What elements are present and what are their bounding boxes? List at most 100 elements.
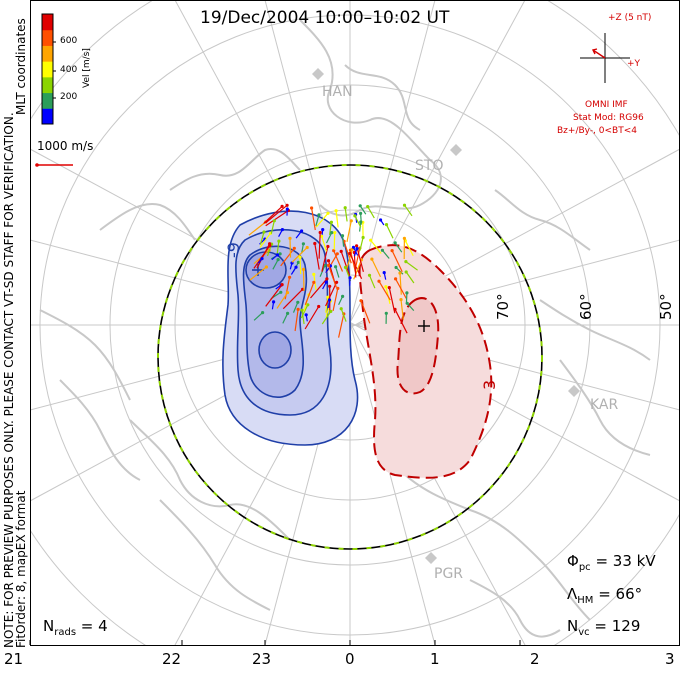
velocity-vector (272, 259, 279, 270)
vector-count: Nvc = 129 (567, 617, 640, 638)
velocity-vector-origin (351, 245, 356, 249)
velocity-vector-origin (285, 203, 289, 207)
velocity-vector (299, 257, 302, 275)
latitude-70: 70° (494, 293, 512, 320)
contour-label-positive: 3 (480, 379, 499, 390)
velocity-vector (332, 288, 339, 312)
velocity-vector-origin (288, 275, 292, 279)
velocity-vector (265, 210, 289, 227)
velocity-vector-origin (380, 248, 384, 252)
velocity-vector-origin (348, 251, 352, 256)
velocity-vector-origin (268, 242, 272, 246)
velocity-vector-origin (334, 209, 338, 213)
velocity-vector (368, 275, 376, 289)
mlt-tick-2: 2 (530, 650, 540, 668)
velocity-vector (367, 206, 375, 219)
velocity-vector-origin (336, 286, 340, 290)
velocity-vector (325, 282, 338, 307)
stat-model: Stat Mod: RG96 (573, 113, 644, 123)
velocity-vector (321, 311, 332, 325)
velocity-vector-origin (304, 313, 308, 317)
velocity-vector-origin (384, 223, 389, 227)
velocity-vector (391, 250, 403, 272)
velocity-vector (301, 310, 305, 325)
velocity-vector-origin (405, 301, 409, 305)
velocity-vector-origin (261, 311, 265, 315)
velocity-vector-origin (328, 284, 332, 288)
velocity-vector-origin (387, 286, 391, 290)
velocity-vector-origin (300, 229, 304, 233)
velocity-vector-origin (404, 260, 408, 264)
velocity-vector-origin (300, 308, 304, 312)
imf-bin: Bz+/By-, 0<BT<4 (557, 126, 637, 136)
colorbar-segment (42, 29, 53, 46)
velocity-vector-origin (292, 246, 296, 250)
velocity-vector (399, 273, 402, 295)
velocity-vector-origin (335, 280, 339, 284)
velocity-vector-origin (262, 230, 266, 234)
velocity-vector-origin (359, 220, 363, 224)
velocity-vector-origin (325, 277, 329, 281)
vector-scale-bar (35, 163, 73, 167)
velocity-vector-origin (276, 258, 280, 262)
velocity-vector-origin (340, 234, 345, 238)
velocity-vector (359, 237, 364, 251)
velocity-vector (248, 221, 267, 236)
velocity-vector-origin (285, 207, 289, 211)
velocity-vector-origin (343, 206, 347, 210)
velocity-vector-origin (305, 245, 309, 250)
nvc-symbol: N (567, 617, 579, 635)
velocity-vector (270, 220, 275, 234)
colorbar-segment (42, 92, 53, 109)
velocity-vector-origin (382, 271, 386, 275)
lambda-subscript: HM (577, 595, 594, 606)
velocity-vector (265, 284, 283, 307)
velocity-vectors (248, 203, 418, 338)
phi-subscript: pc (578, 562, 591, 573)
phi-value: = 33 kV (590, 552, 656, 570)
velocity-vector-origin (339, 249, 343, 253)
velocity-vector (404, 204, 413, 217)
velocity-vector-origin (358, 204, 362, 208)
station-pgr: PGR (434, 566, 464, 582)
phi-symbol: Φ (567, 552, 579, 570)
velocity-vector-origin (359, 211, 363, 215)
velocity-vector (335, 210, 339, 228)
velocity-vector-origin (280, 228, 284, 232)
colorbar-segment (42, 45, 53, 62)
velocity-vector (318, 232, 321, 259)
velocity-vector (395, 267, 404, 275)
colorbar-label: Vel [m/s] (82, 48, 92, 88)
velocity-vector (315, 214, 320, 226)
mlt-tick-22: 22 (162, 650, 182, 668)
velocity-vector-origin (390, 249, 394, 253)
lambda-symbol: Λ (567, 585, 578, 603)
velocity-vector-origin (288, 236, 292, 240)
velocity-vector-origin (275, 253, 280, 257)
velocity-vector-origin (404, 270, 408, 274)
velocity-vector-origin (279, 290, 283, 294)
velocity-vector (256, 243, 271, 269)
velocity-vector-origin (402, 236, 406, 240)
velocity-vector (353, 252, 357, 278)
mlt-tick-21: 21 (4, 650, 24, 668)
velocity-vector (405, 261, 418, 271)
velocity-vector (329, 222, 332, 235)
velocity-vector-origin (343, 265, 348, 269)
plot-title: 19/Dec/2004 10:00–10:02 UT (200, 8, 450, 28)
velocity-vector (404, 240, 414, 256)
velocity-vector-origin (301, 267, 306, 271)
velocity-vector (276, 292, 288, 309)
velocity-vector-origin (329, 220, 333, 224)
velocity-vector-origin (313, 241, 317, 246)
velocity-vector (353, 259, 362, 280)
station-markers (312, 68, 580, 564)
velocity-vector-origin (379, 218, 383, 222)
velocity-vector (343, 241, 352, 264)
velocity-vector (394, 242, 403, 253)
velocity-vector-origin (355, 244, 359, 248)
velocity-vector (370, 239, 382, 254)
colorbar-segment (42, 108, 53, 125)
velocity-vector (354, 215, 362, 228)
velocity-vector (359, 205, 367, 215)
